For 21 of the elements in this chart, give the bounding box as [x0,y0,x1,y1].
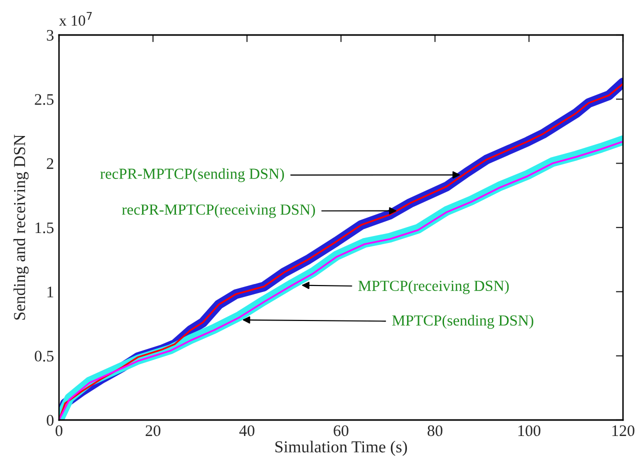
y-tick-label: 1 [48,286,54,298]
annotation: recPR-MPTCP(receiving DSN) [122,204,315,218]
y-tick-label: 2.5 [34,94,54,105]
y-tick-label: 2 [46,158,54,169]
annotation: MPTCP(receiving DSN) [358,280,509,294]
y-tick-label: 3 [46,30,54,41]
x-tick-label: 100 [518,425,540,436]
y-tick-label: 0 [46,414,54,426]
x-tick-label: 0 [56,425,62,436]
x-tick-label: 40 [239,425,254,436]
x-tick-label: 80 [428,425,442,436]
x-tick-label: 120 [612,425,634,436]
y-tick-label: 1.5 [36,222,54,234]
y-tick-label: 0.5 [34,350,54,362]
x-tick-label: 60 [334,425,348,436]
annotation: recPR-MPTCP(sending DSN) [100,168,284,182]
text: x 10$^{7}$ [59,12,92,26]
y-axis-title: Sending and receiving DSN [13,134,29,320]
x-tick-label: 20 [146,425,160,436]
annotation: MPTCP(sending DSN) [392,314,534,329]
x-axis-title: Simulation Time (s) [275,440,407,456]
